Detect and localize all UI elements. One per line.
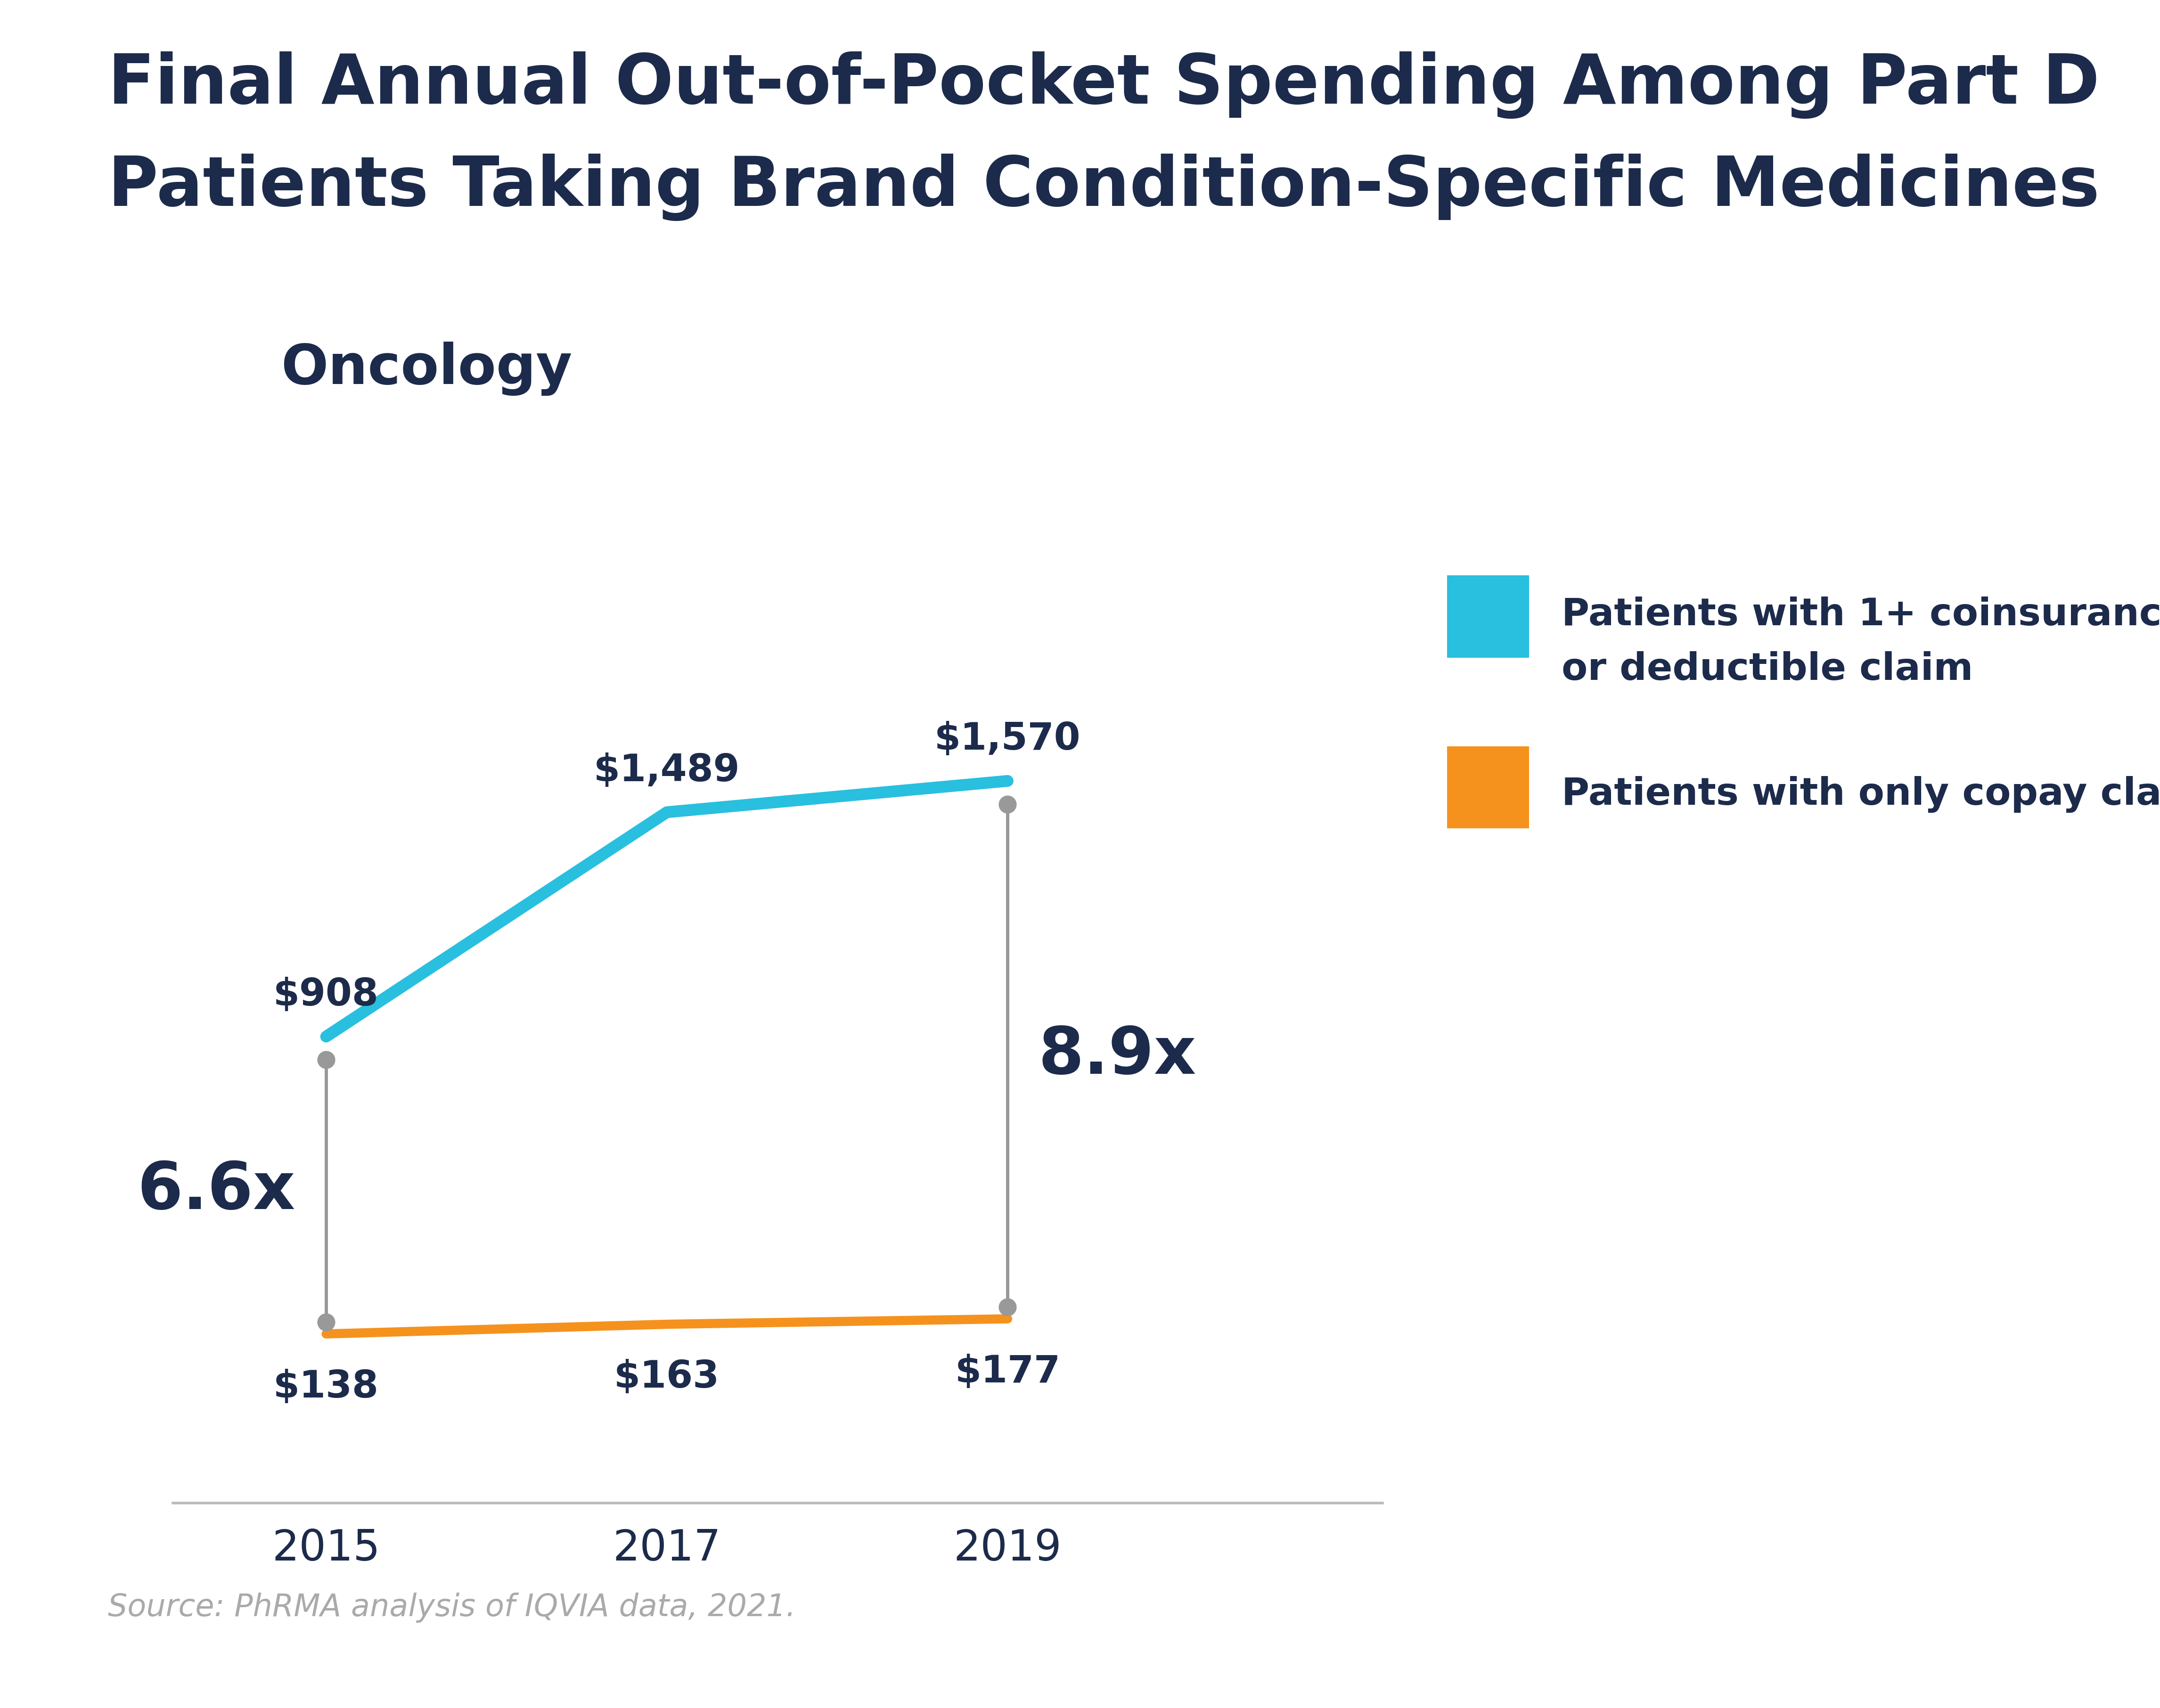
Text: $908: $908	[274, 977, 378, 1013]
Point	[309, 1045, 343, 1073]
Text: $163: $163	[613, 1360, 719, 1395]
Text: Patients Taking Brand Condition-Specific Medicines: Patients Taking Brand Condition-Specific…	[108, 154, 2100, 220]
Text: Patients with only copay claims: Patients with only copay claims	[1562, 775, 2160, 813]
Text: $177: $177	[955, 1354, 1061, 1390]
Text: 8.9x: 8.9x	[1039, 1023, 1197, 1088]
Text: $1,570: $1,570	[935, 721, 1080, 758]
Text: $1,489: $1,489	[594, 752, 741, 789]
Text: $138: $138	[274, 1368, 378, 1406]
Text: or deductible claim: or deductible claim	[1562, 651, 1974, 688]
Text: Patients with 1+ coinsurance: Patients with 1+ coinsurance	[1562, 596, 2160, 634]
Text: Oncology: Oncology	[281, 342, 572, 396]
Text: 6.6x: 6.6x	[138, 1160, 296, 1223]
Point	[989, 791, 1024, 818]
Text: Final Annual Out-of-Pocket Spending Among Part D: Final Annual Out-of-Pocket Spending Amon…	[108, 51, 2100, 118]
Point	[309, 1308, 343, 1336]
Point	[989, 1293, 1024, 1320]
Text: Source: PhRMA analysis of IQVIA data, 2021.: Source: PhRMA analysis of IQVIA data, 20…	[108, 1592, 795, 1623]
